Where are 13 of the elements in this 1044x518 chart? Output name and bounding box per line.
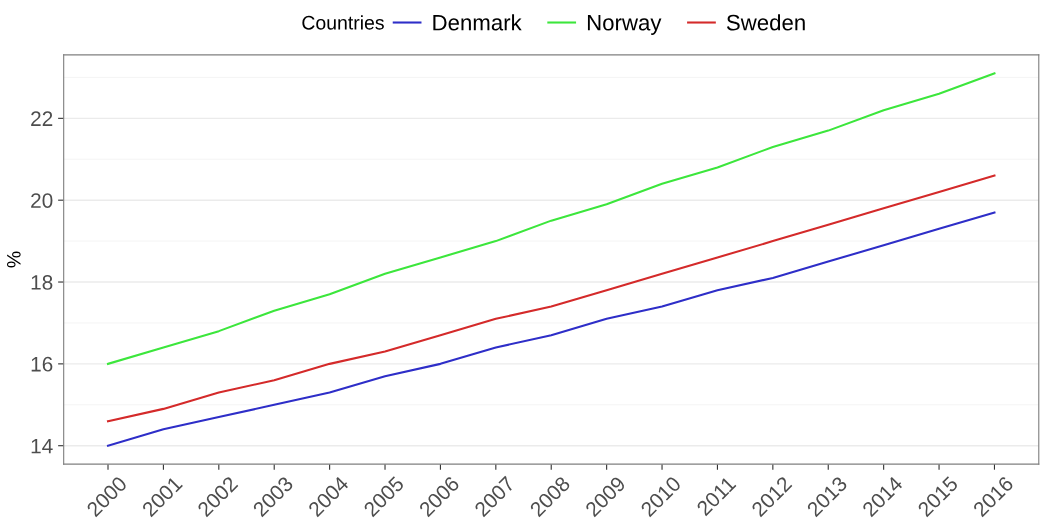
y-axis-title: % [7, 251, 21, 268]
line-series [106, 211, 996, 447]
legend-label: Sweden [726, 14, 805, 31]
y-tick-label: 22 [31, 111, 53, 126]
y-tick-label: 20 [31, 193, 53, 208]
line-series [106, 174, 996, 423]
y-tick-label: 14 [31, 438, 53, 454]
legend-title: Countries [302, 15, 384, 30]
line-series [106, 72, 996, 365]
legend-label: Norway [587, 15, 662, 35]
y-tick-label: 16 [31, 356, 53, 372]
legend-label: Denmark [433, 14, 522, 31]
y-tick-label: 18 [31, 275, 53, 290]
